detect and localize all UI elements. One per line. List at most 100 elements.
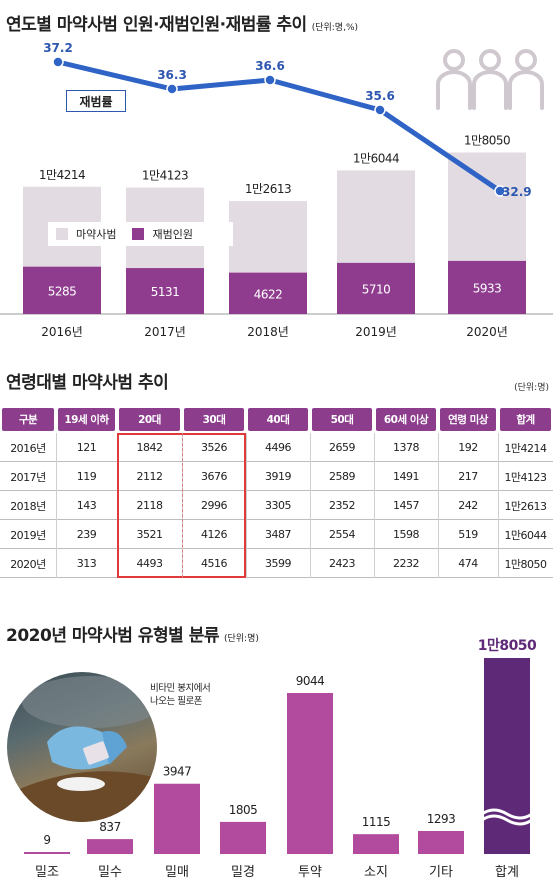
type-bar-2: [154, 783, 200, 854]
chart3-unit: (단위:명): [223, 634, 259, 644]
cell-value: 4126: [201, 528, 228, 541]
table-cell: 1만8050: [498, 549, 553, 578]
cell-value: 192: [458, 441, 478, 454]
table-cell: 4493: [117, 549, 182, 578]
column-divider: [56, 520, 57, 549]
table-cell: 2554: [310, 520, 374, 549]
bar-repeat-2: [229, 272, 307, 314]
row-divider: [0, 519, 553, 520]
column-divider: [438, 549, 439, 578]
bar-total-label-1: 1만4123: [142, 169, 188, 183]
axis-break-mark: [481, 814, 533, 826]
table-cell: 2020년: [0, 549, 56, 578]
table-cell: 2423: [310, 549, 374, 578]
row-divider: [0, 490, 553, 491]
table-header-cell: 20대: [117, 406, 182, 433]
cell-value: 1491: [393, 470, 420, 483]
column-divider: [498, 462, 499, 491]
legend-label-total: 마약사범: [76, 228, 117, 241]
table-cell: 2232: [374, 549, 438, 578]
bar-repeat-label-1: 5131: [151, 285, 180, 299]
column-divider: [310, 520, 311, 549]
legend-swatch-repeat: [132, 228, 145, 240]
table-row: 2017년 119 2112 3676 3919 2589 1491 217 1만4123: [0, 462, 553, 491]
column-divider: [498, 520, 499, 549]
table-row: 2016년 121 1842 3526 4496 2659 1378 192 1만4214: [0, 433, 553, 462]
cell-value: 217: [458, 470, 478, 483]
column-divider: [56, 433, 57, 462]
column-divider: [498, 433, 499, 462]
header-cell-bg: [500, 408, 551, 431]
column-divider: [310, 549, 311, 578]
table-cell: 519: [438, 520, 498, 549]
table-cell: 1378: [374, 433, 438, 462]
cell-value: 2554: [329, 528, 356, 541]
x-tick-label-1: 2017년: [144, 325, 186, 339]
column-divider: [56, 462, 57, 491]
column-divider: [438, 462, 439, 491]
column-divider: [438, 433, 439, 462]
bar-repeat-1: [126, 268, 204, 314]
line-point-3: [374, 104, 386, 116]
table-cell: 2996: [182, 491, 246, 520]
cell-value: 1만4214: [504, 441, 547, 455]
cell-value: 2659: [329, 441, 356, 454]
cell-value: 313: [76, 557, 97, 570]
cell-value: 2112: [136, 470, 164, 483]
cell-value: 1만2613: [504, 499, 547, 513]
line-label-2: 36.6: [255, 59, 285, 73]
type-x-label-1: 밀수: [98, 865, 122, 880]
table-cell: 4496: [246, 433, 310, 462]
line-label-3: 35.6: [365, 89, 395, 103]
column-divider: [498, 491, 499, 520]
column-divider: [246, 491, 247, 520]
header-label: 구분: [18, 414, 38, 426]
table-cell: 2018년: [0, 491, 56, 520]
photo-caption: 비타민 봉지에서 나오는 필로폰: [150, 683, 211, 707]
table-cell: 121: [56, 433, 117, 462]
table-cell: 2016년: [0, 433, 56, 462]
table-cell: 119: [56, 462, 117, 491]
table-title: 연령대별 마약사범 추이: [6, 373, 169, 393]
table-cell: 3521: [117, 520, 182, 549]
bar-total-label-4: 1만8050: [464, 133, 510, 147]
cell-value: 2017년: [10, 470, 46, 484]
type-x-label-4: 투약: [298, 865, 322, 880]
cell-value: 1만4123: [504, 470, 547, 484]
bar-repeat-label-0: 5285: [48, 284, 77, 298]
line-point-1: [166, 83, 178, 95]
type-bar-label-4: 9044: [296, 674, 325, 688]
type-bar-label-2: 3947: [163, 765, 192, 779]
cell-value: 2018년: [10, 499, 46, 513]
table-cell: 217: [438, 462, 498, 491]
cell-value: 2423: [329, 557, 356, 570]
cell-value: 2232: [393, 557, 420, 570]
cell-value: 242: [458, 499, 478, 512]
bar-repeat-4: [448, 260, 526, 314]
type-x-label-7: 합계: [495, 865, 519, 880]
cell-value: 2016년: [10, 441, 46, 455]
type-bar-label-3: 1805: [229, 803, 258, 817]
cell-value: 2020년: [10, 557, 46, 571]
cell-value: 1378: [393, 441, 420, 454]
column-divider: [310, 491, 311, 520]
cell-value: 3521: [136, 528, 164, 541]
chart1-unit: (단위:명,%): [311, 23, 359, 33]
table-cell: 474: [438, 549, 498, 578]
bar-repeat-label-3: 5710: [362, 282, 391, 296]
header-label: 50대: [330, 414, 354, 426]
bar-repeat-label-2: 4622: [254, 287, 283, 301]
chart3-types: 9 837 3947 1805 9044 1115 1293 1만8050 밀조 밀수 밀매 밀경 투…: [24, 638, 538, 880]
chart1-yearly: 1만4214 1만4123 1만2613 1만6044 1만8050 5285 5131 4…: [0, 41, 553, 339]
line-series-label: 재범률: [66, 90, 126, 112]
highlight-divider: [182, 433, 183, 578]
table-cell: 192: [438, 433, 498, 462]
row-divider: [0, 577, 553, 578]
cell-value: 2996: [201, 499, 228, 512]
table-cell: 3599: [246, 549, 310, 578]
table-cell: 3919: [246, 462, 310, 491]
header-cell-bg: [184, 408, 244, 431]
column-divider: [246, 549, 247, 578]
column-divider: [374, 433, 375, 462]
column-divider: [246, 520, 247, 549]
